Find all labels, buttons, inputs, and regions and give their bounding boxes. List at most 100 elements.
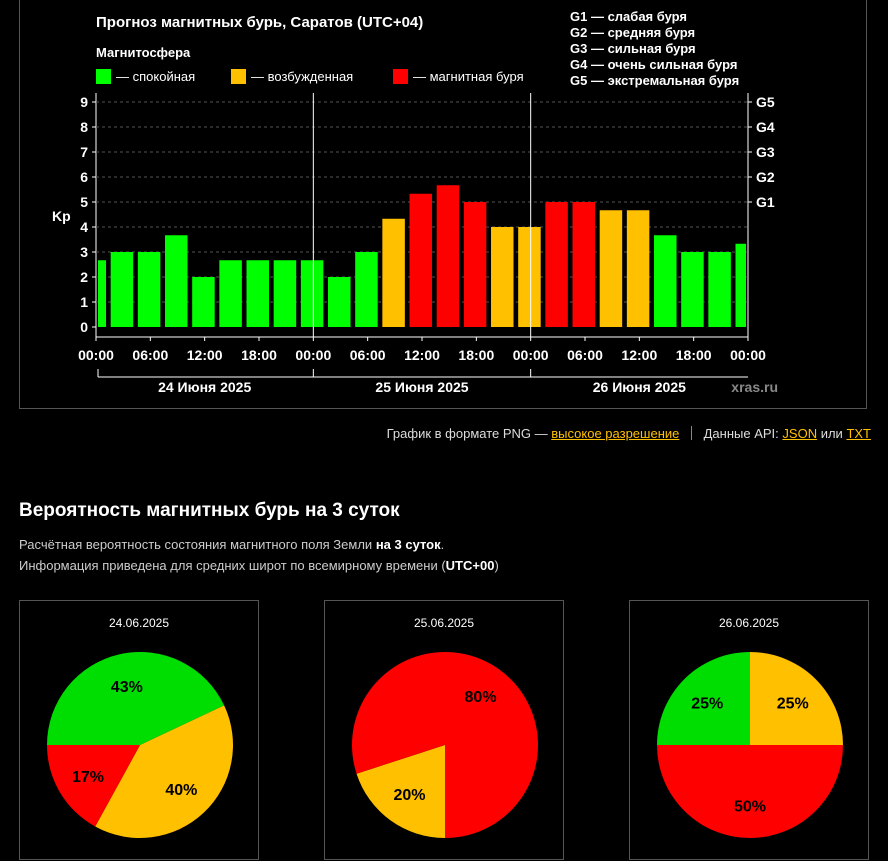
x-tick-label: 18:00	[241, 347, 277, 363]
pie-slice-label: 17%	[72, 769, 104, 786]
pie-slice-label: 25%	[691, 695, 723, 712]
kp-bar	[382, 218, 405, 327]
storm-scale-item: G1 — слабая буря	[570, 9, 687, 24]
probability-desc-1: Расчётная вероятность состояния магнитно…	[19, 537, 444, 552]
g-level-label: G2	[756, 169, 775, 185]
pie-slice	[47, 652, 225, 745]
legend-label: — возбужденная	[251, 69, 353, 84]
kp-bar	[273, 260, 297, 327]
legend-swatch	[96, 69, 111, 84]
kp-bar	[137, 252, 161, 327]
probability-title: Вероятность магнитных бурь на 3 суток	[19, 500, 400, 521]
pie-slice	[657, 652, 750, 745]
x-tick-label: 12:00	[404, 347, 440, 363]
day-label: 26 Июня 2025	[593, 379, 686, 395]
json-link[interactable]: JSON	[782, 426, 818, 441]
kp-bar	[110, 252, 134, 327]
g-level-label: G5	[756, 94, 775, 110]
legend-label: — магнитная буря	[413, 69, 524, 84]
kp-bar	[300, 260, 324, 327]
kp-bar	[355, 252, 378, 327]
chart-links: График в формате PNG — высокое разрешени…	[387, 426, 871, 441]
probability-desc-2: Информация приведена для средних широт п…	[19, 558, 499, 573]
pie-slice	[352, 652, 538, 838]
x-tick-label: 18:00	[458, 347, 494, 363]
kp-bar	[436, 185, 460, 327]
y-tick-label: 8	[80, 119, 88, 135]
pie-slice-label: 50%	[734, 798, 766, 815]
desc-text: Расчётная вероятность состояния магнитно…	[19, 537, 373, 552]
legend-swatch	[231, 69, 246, 84]
kp-bar	[192, 277, 215, 327]
probability-pie-day3: 25% 50% 25%	[657, 652, 843, 838]
y-tick-label: 4	[80, 219, 88, 235]
legend-title: Магнитосфера	[96, 45, 191, 60]
pie-slice	[356, 745, 445, 838]
kp-bar	[328, 277, 351, 327]
x-tick-label: 00:00	[513, 347, 549, 363]
x-tick-label: 00:00	[730, 347, 766, 363]
pie-slice	[750, 652, 843, 745]
y-tick-label: 7	[80, 144, 88, 160]
g-level-label: G4	[756, 119, 775, 135]
storm-scale-item: G5 — экстремальная буря	[570, 73, 739, 88]
x-tick-label: 00:00	[78, 347, 114, 363]
pie-slice-label: 25%	[777, 695, 809, 712]
x-tick-label: 12:00	[187, 347, 223, 363]
x-tick-label: 06:00	[567, 347, 603, 363]
pie-slice-label: 20%	[393, 787, 425, 804]
pie-slice	[95, 705, 234, 838]
desc-text: .	[440, 537, 445, 552]
pie-date: 26.06.2025	[718, 616, 780, 630]
pie-date: 25.06.2025	[413, 616, 475, 630]
g-level-label: G3	[756, 144, 775, 160]
pie-slice-label: 80%	[465, 689, 497, 706]
kp-bar	[463, 202, 487, 327]
kp-bar	[165, 235, 188, 327]
api-label: Данные API:	[703, 426, 779, 441]
kp-bar	[545, 202, 568, 327]
x-tick-label: 00:00	[295, 347, 331, 363]
legend-swatch	[393, 69, 408, 84]
chart-title: Прогноз магнитных бурь, Саратов (UTC+04)	[96, 14, 423, 31]
desc-emphasis: на 3 суток	[375, 537, 441, 552]
or-label: или	[820, 426, 843, 441]
forecast-chart-panel: Прогноз магнитных бурь, Саратов (UTC+04)…	[19, 0, 867, 409]
probability-pie-day2: 20% 80%	[352, 652, 538, 838]
desc-text: Информация приведена для средних широт п…	[19, 558, 446, 573]
y-axis-label: Kp	[52, 208, 71, 224]
y-tick-label: 6	[80, 169, 88, 185]
kp-bar	[681, 252, 704, 327]
divider	[691, 426, 692, 440]
kp-bar	[98, 260, 107, 327]
pie-card-day3: 26.06.2025 25% 50% 25%	[629, 600, 869, 860]
storm-scale-item: G2 — средняя буря	[570, 25, 695, 40]
g-level-label: G1	[756, 194, 775, 210]
kp-bar	[246, 260, 270, 327]
storm-scale-item: G3 — сильная буря	[570, 41, 696, 56]
kp-bar	[518, 227, 541, 327]
desc-emphasis: UTC+00	[445, 558, 495, 573]
day-label: 24 Июня 2025	[158, 379, 251, 395]
y-tick-label: 0	[80, 319, 88, 335]
kp-bar	[735, 243, 746, 327]
x-tick-label: 06:00	[132, 347, 168, 363]
x-tick-label: 18:00	[676, 347, 712, 363]
pie-card-day2: 25.06.2025 20% 80%	[324, 600, 564, 860]
kp-bar	[409, 193, 433, 327]
png-label: График в формате PNG —	[386, 426, 548, 441]
x-tick-label: 12:00	[621, 347, 657, 363]
desc-text: )	[494, 558, 499, 573]
watermark: xras.ru	[731, 379, 778, 395]
kp-bar	[654, 235, 677, 327]
y-tick-label: 1	[80, 294, 88, 310]
y-tick-label: 3	[80, 244, 88, 260]
kp-bar	[219, 260, 242, 327]
kp-bar	[491, 227, 514, 327]
y-tick-label: 5	[80, 194, 88, 210]
txt-link[interactable]: TXT	[846, 426, 871, 441]
kp-bar	[626, 210, 650, 327]
hires-link[interactable]: высокое разрешение	[551, 426, 680, 441]
pie-slice-label: 40%	[165, 782, 197, 799]
pie-date: 24.06.2025	[108, 616, 170, 630]
